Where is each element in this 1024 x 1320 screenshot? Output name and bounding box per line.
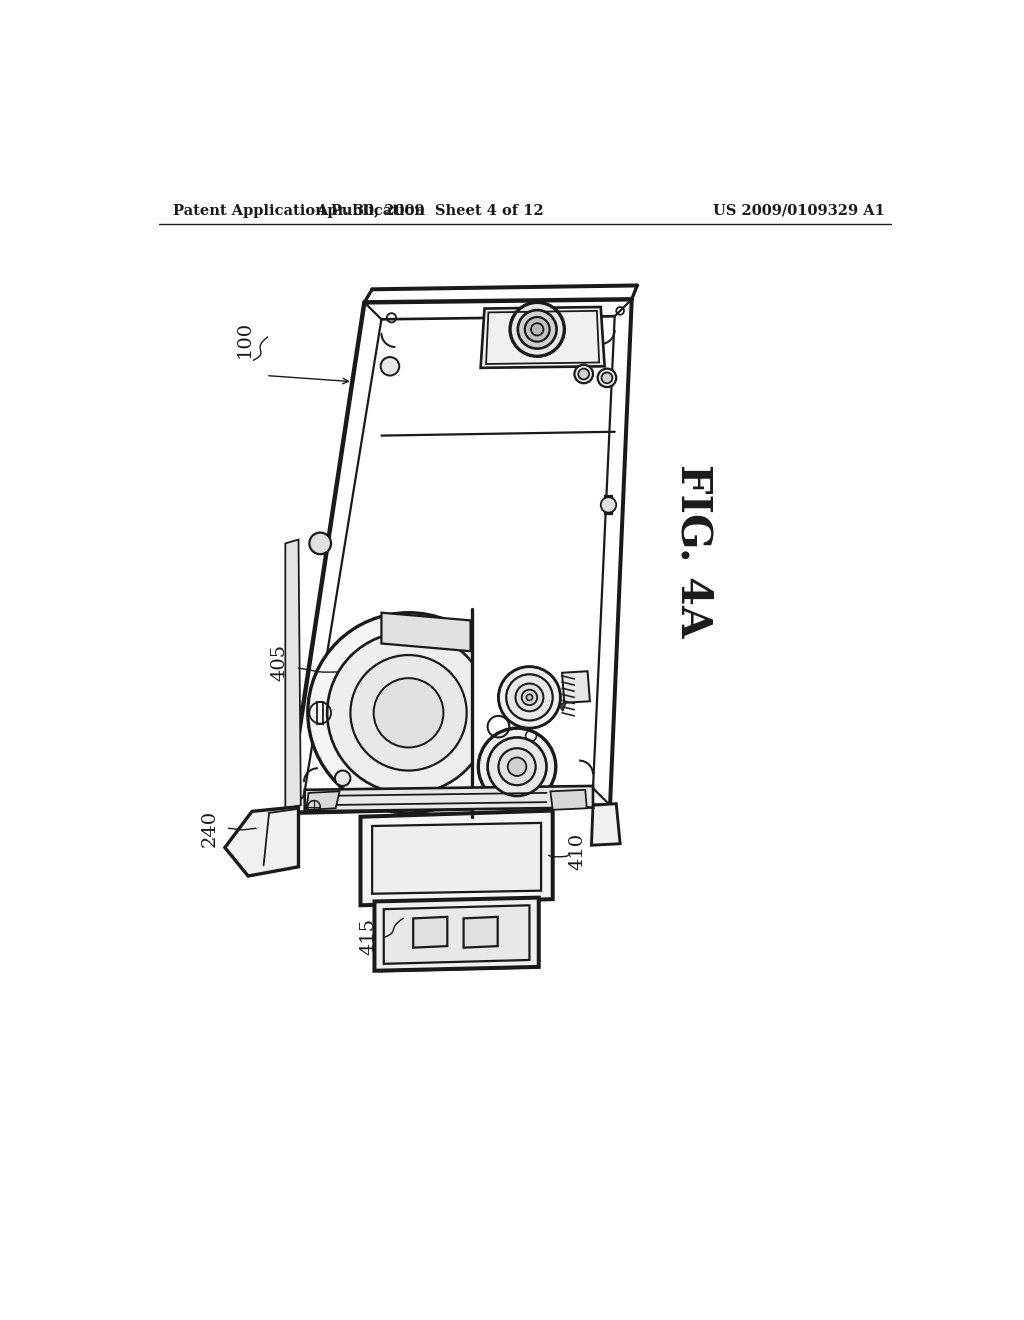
Polygon shape: [414, 917, 447, 948]
Circle shape: [308, 612, 509, 813]
Polygon shape: [550, 789, 587, 810]
Circle shape: [598, 368, 616, 387]
Circle shape: [374, 678, 443, 747]
Polygon shape: [592, 804, 621, 845]
Circle shape: [510, 302, 564, 356]
Text: 415: 415: [359, 917, 377, 954]
Text: FIG. 4A: FIG. 4A: [673, 465, 715, 638]
Text: US 2009/0109329 A1: US 2009/0109329 A1: [713, 203, 885, 218]
Polygon shape: [381, 612, 471, 651]
Polygon shape: [375, 898, 539, 970]
Polygon shape: [471, 605, 563, 821]
Circle shape: [350, 655, 467, 771]
Circle shape: [515, 684, 544, 711]
Circle shape: [328, 632, 489, 793]
Polygon shape: [559, 701, 566, 711]
Polygon shape: [562, 671, 590, 702]
Circle shape: [531, 323, 544, 335]
Circle shape: [574, 364, 593, 383]
Text: Apr. 30, 2009  Sheet 4 of 12: Apr. 30, 2009 Sheet 4 of 12: [316, 203, 544, 218]
Circle shape: [579, 368, 589, 379]
Polygon shape: [360, 810, 553, 906]
Circle shape: [506, 675, 553, 721]
Polygon shape: [464, 917, 498, 948]
Text: 410: 410: [568, 833, 587, 870]
Circle shape: [309, 533, 331, 554]
Circle shape: [487, 738, 547, 796]
Polygon shape: [225, 807, 299, 876]
Circle shape: [525, 317, 550, 342]
Circle shape: [521, 689, 538, 705]
Polygon shape: [384, 906, 529, 964]
Text: 405: 405: [270, 644, 288, 681]
Polygon shape: [305, 785, 593, 812]
Circle shape: [526, 694, 532, 701]
Circle shape: [499, 667, 560, 729]
Circle shape: [508, 758, 526, 776]
Polygon shape: [286, 540, 301, 809]
Circle shape: [335, 771, 350, 785]
Text: 240: 240: [201, 809, 218, 847]
Circle shape: [499, 748, 536, 785]
Circle shape: [518, 310, 557, 348]
Polygon shape: [306, 792, 340, 810]
Circle shape: [478, 729, 556, 805]
Circle shape: [601, 372, 612, 383]
Circle shape: [601, 498, 616, 512]
Polygon shape: [480, 308, 604, 368]
Circle shape: [381, 356, 399, 376]
Text: Patent Application Publication: Patent Application Publication: [173, 203, 425, 218]
Polygon shape: [372, 822, 541, 894]
Text: 100: 100: [236, 321, 253, 358]
